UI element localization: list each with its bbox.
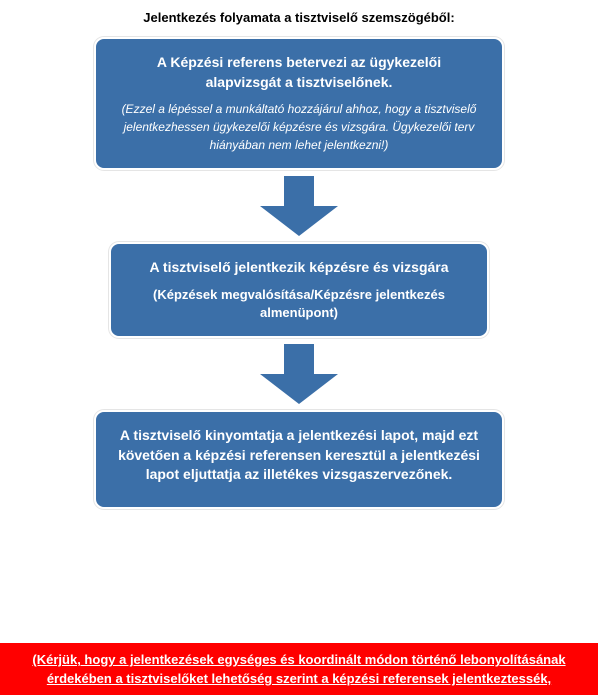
flow-node-3: A tisztviselő kinyomtatja a jelentkezési… (94, 410, 504, 509)
arrow-down-icon (260, 176, 338, 236)
flow-arrow-2 (260, 344, 338, 404)
flow-node-1: A Képzési referens betervezi az ügykezel… (94, 37, 504, 170)
flow-node-1-heading: A Képzési referens betervezi az ügykezel… (118, 53, 480, 92)
page-title: Jelentkezés folyamata a tisztviselő szem… (143, 10, 454, 25)
flow-node-2-heading: A tisztviselő jelentkezik képzésre és vi… (133, 258, 465, 278)
flow-node-2: A tisztviselő jelentkezik képzésre és vi… (109, 242, 489, 338)
flow-node-1-sub: (Ezzel a lépéssel a munkáltató hozzájáru… (118, 100, 480, 154)
flow-node-2-sub: (Képzések megvalósítása/Képzésre jelentk… (133, 286, 465, 322)
arrow-down-icon (260, 344, 338, 404)
flow-arrow-1 (260, 176, 338, 236)
flow-node-3-heading: A tisztviselő kinyomtatja a jelentkezési… (118, 426, 480, 485)
footer-banner: (Kérjük, hogy a jelentkezések egységes é… (0, 643, 598, 695)
flowchart-container: Jelentkezés folyamata a tisztviselő szem… (0, 0, 598, 509)
